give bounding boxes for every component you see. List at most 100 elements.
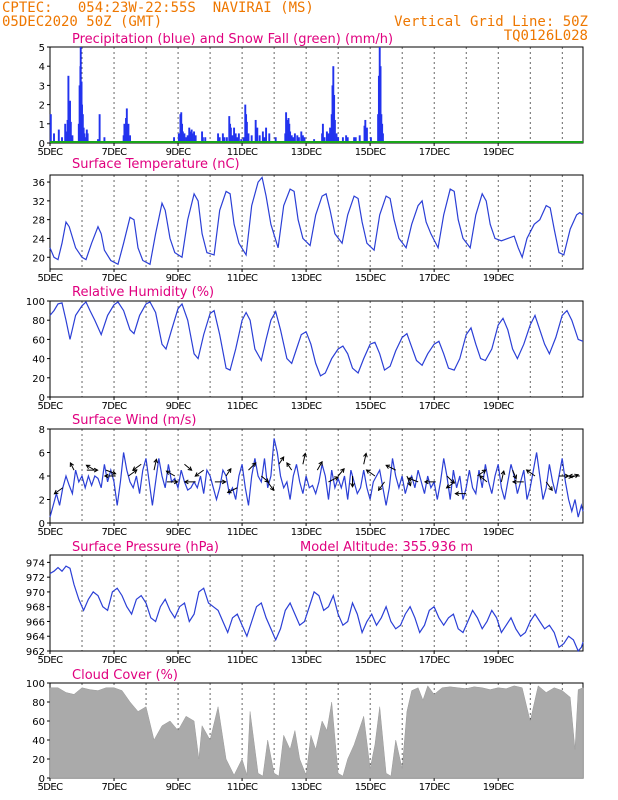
- wind-arrow-head: [269, 486, 275, 492]
- wind-xtick-label: 7DEC: [102, 527, 128, 538]
- wind-arrow-shaft: [194, 469, 204, 477]
- pressure-ytick-label: 964: [26, 632, 45, 643]
- precip-xtick-label: 19DEC: [483, 147, 514, 158]
- humidity-ytick-label: 80: [32, 316, 45, 327]
- temperature-xtick-label: 9DEC: [166, 273, 192, 284]
- temperature-plot-frame: [49, 174, 584, 270]
- temperature-ytick-label: 28: [32, 216, 45, 227]
- humidity-xtick-label: 13DEC: [291, 401, 322, 412]
- wind-arrow-head: [478, 475, 484, 480]
- humidity-series-line: [49, 300, 584, 377]
- precip-xtick-label: 9DEC: [166, 147, 192, 158]
- wind-arrow-shaft: [278, 456, 285, 465]
- wind-arrow-head: [226, 488, 232, 494]
- precip-bar: [369, 137, 372, 143]
- precip-bar: [237, 133, 240, 143]
- wind-arrow-head: [286, 462, 291, 467]
- precip-bar: [53, 133, 55, 143]
- pressure-xtick-label: 7DEC: [102, 655, 128, 666]
- wind-arrow-head: [131, 466, 137, 471]
- wind-arrow-head: [318, 460, 323, 466]
- precip-bar: [65, 131, 67, 143]
- precip-bar: [84, 137, 87, 143]
- wind-xtick-label: 5DEC: [38, 527, 64, 538]
- pressure-xtick-label: 11DEC: [227, 655, 258, 666]
- temperature-xtick-label: 7DEC: [102, 273, 128, 284]
- precip-bar: [289, 131, 292, 143]
- precip-bar: [69, 121, 72, 143]
- wind-arrow-shaft: [153, 459, 157, 471]
- wind-arrow-head: [334, 476, 340, 481]
- wind-arrow-head: [69, 461, 74, 467]
- precip-bar: [173, 137, 176, 143]
- precip-bar: [181, 131, 184, 143]
- precip-bar: [265, 127, 268, 143]
- precip-bar: [189, 131, 192, 143]
- precip-ytick-label: 0: [39, 139, 45, 150]
- wind-arrow-head: [165, 470, 171, 475]
- wind-arrow-head: [221, 479, 227, 485]
- wind-arrow-head: [264, 478, 270, 483]
- wind-arrow-head: [450, 479, 455, 484]
- precip-bar: [261, 131, 264, 143]
- precip-bar: [341, 137, 344, 143]
- wind-arrow-head: [445, 484, 451, 489]
- wind-arrow-shaft: [184, 463, 192, 471]
- precip-ytick-label: 2: [39, 101, 45, 112]
- temperature-ytick-label: 20: [32, 253, 45, 264]
- temperature-xtick-label: 15DEC: [355, 273, 386, 284]
- precip-bar: [61, 137, 63, 143]
- precip-bar: [57, 129, 60, 143]
- pressure-xtick-label: 9DEC: [166, 655, 192, 666]
- precip-xtick-label: 17DEC: [419, 147, 450, 158]
- wind-arrow-head: [454, 491, 460, 496]
- wind-arrow-shaft: [337, 468, 345, 477]
- cloud-xtick-label: 5DEC: [38, 782, 64, 793]
- pressure-ytick-label: 968: [26, 603, 45, 614]
- wind-xtick-label: 9DEC: [166, 527, 192, 538]
- cloud-ytick-label: 40: [32, 736, 45, 747]
- precip-ytick-label: 5: [39, 43, 45, 54]
- humidity-xtick-label: 7DEC: [102, 401, 128, 412]
- wind-arrow-head: [227, 467, 232, 473]
- wind-arrow-head: [574, 473, 580, 479]
- precip-bar: [285, 119, 288, 143]
- wind-arrow-shaft: [408, 477, 419, 483]
- cloud-ytick-label: 80: [32, 698, 45, 709]
- wind-arrow-shaft: [286, 462, 293, 471]
- precip-bar: [231, 135, 234, 143]
- precip-bar: [303, 137, 306, 143]
- precip-bar: [193, 131, 196, 143]
- wind-arrow-shaft: [248, 462, 257, 471]
- cloud-xtick-label: 9DEC: [166, 782, 192, 793]
- precip-xtick-label: 11DEC: [227, 147, 258, 158]
- temperature-xtick-label: 17DEC: [419, 273, 450, 284]
- precip-bar: [225, 137, 228, 143]
- wind-arrow-shaft: [227, 487, 238, 493]
- pressure-xtick-label: 5DEC: [38, 655, 64, 666]
- wind-arrow-head: [512, 474, 518, 480]
- precip-bar: [333, 95, 336, 143]
- precip-bar: [365, 127, 368, 143]
- precip-bar: [290, 135, 293, 143]
- wind-arrow-shaft: [512, 469, 517, 479]
- precip-bar: [234, 133, 237, 143]
- precip-bar: [258, 135, 261, 143]
- precip-bar: [354, 137, 357, 143]
- precip-bar: [223, 137, 226, 143]
- precip-xtick-label: 5DEC: [38, 147, 64, 158]
- wind-arrow-shaft: [479, 475, 488, 483]
- humidity-xtick-label: 17DEC: [419, 401, 450, 412]
- wind-arrow-shaft: [477, 469, 487, 477]
- precip-bar: [381, 133, 384, 143]
- precip-bar: [337, 137, 340, 143]
- wind-arrow-shaft: [86, 464, 96, 471]
- wind-xtick-label: 15DEC: [355, 527, 386, 538]
- header-model-code: TQ0126L028: [503, 28, 588, 44]
- humidity-ytick-label: 60: [32, 335, 45, 346]
- wind-arrow-shaft: [105, 469, 116, 475]
- wind-arrow-head: [340, 467, 345, 473]
- cloud-xtick-label: 7DEC: [102, 782, 128, 793]
- wind-xtick-label: 13DEC: [291, 527, 322, 538]
